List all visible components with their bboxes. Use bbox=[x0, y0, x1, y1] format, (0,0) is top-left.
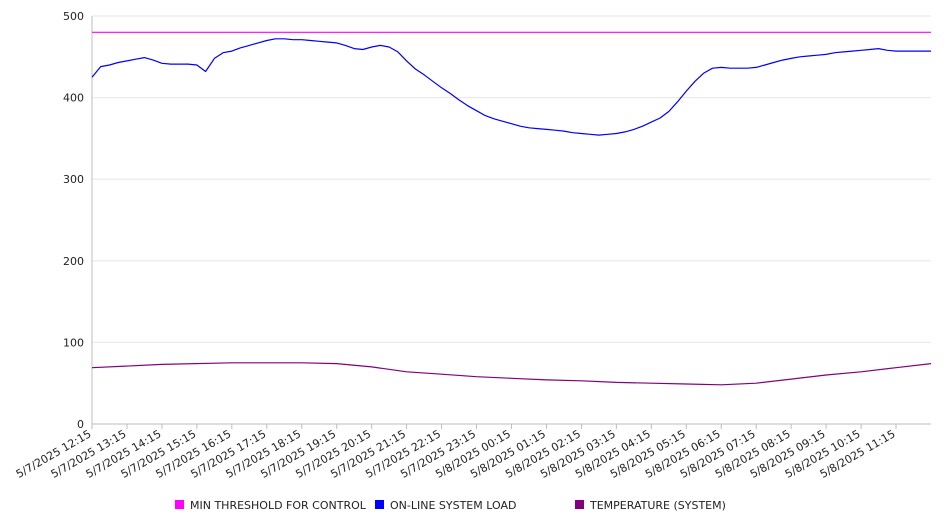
y-tick-label: 100 bbox=[63, 336, 84, 349]
y-tick-label: 0 bbox=[77, 418, 84, 431]
series-lines bbox=[91, 31, 932, 386]
y-tick-label: 200 bbox=[63, 255, 84, 268]
series-line-3 bbox=[91, 362, 932, 386]
legend-swatch bbox=[575, 500, 584, 509]
legend-swatch bbox=[175, 500, 184, 509]
y-tick-labels: 0 100 200 300 400 500 bbox=[63, 10, 84, 431]
series-line-2 bbox=[91, 38, 931, 136]
gridlines bbox=[92, 15, 931, 343]
legend-label: TEMPERATURE (SYSTEM) bbox=[589, 499, 726, 512]
legend-label: ON-LINE SYSTEM LOAD bbox=[390, 499, 516, 512]
x-tick-labels: 5/7/2025 12:155/7/2025 13:155/7/2025 14:… bbox=[14, 427, 898, 481]
legend-swatch bbox=[375, 500, 384, 509]
y-tick-label: 400 bbox=[63, 92, 84, 105]
legend-label: MIN THRESHOLD FOR CONTROL bbox=[190, 499, 367, 512]
axes bbox=[91, 16, 931, 429]
legend: MIN THRESHOLD FOR CONTROL ON-LINE SYSTEM … bbox=[175, 499, 726, 512]
y-tick-label: 500 bbox=[63, 10, 84, 23]
y-tick-label: 300 bbox=[63, 173, 84, 186]
